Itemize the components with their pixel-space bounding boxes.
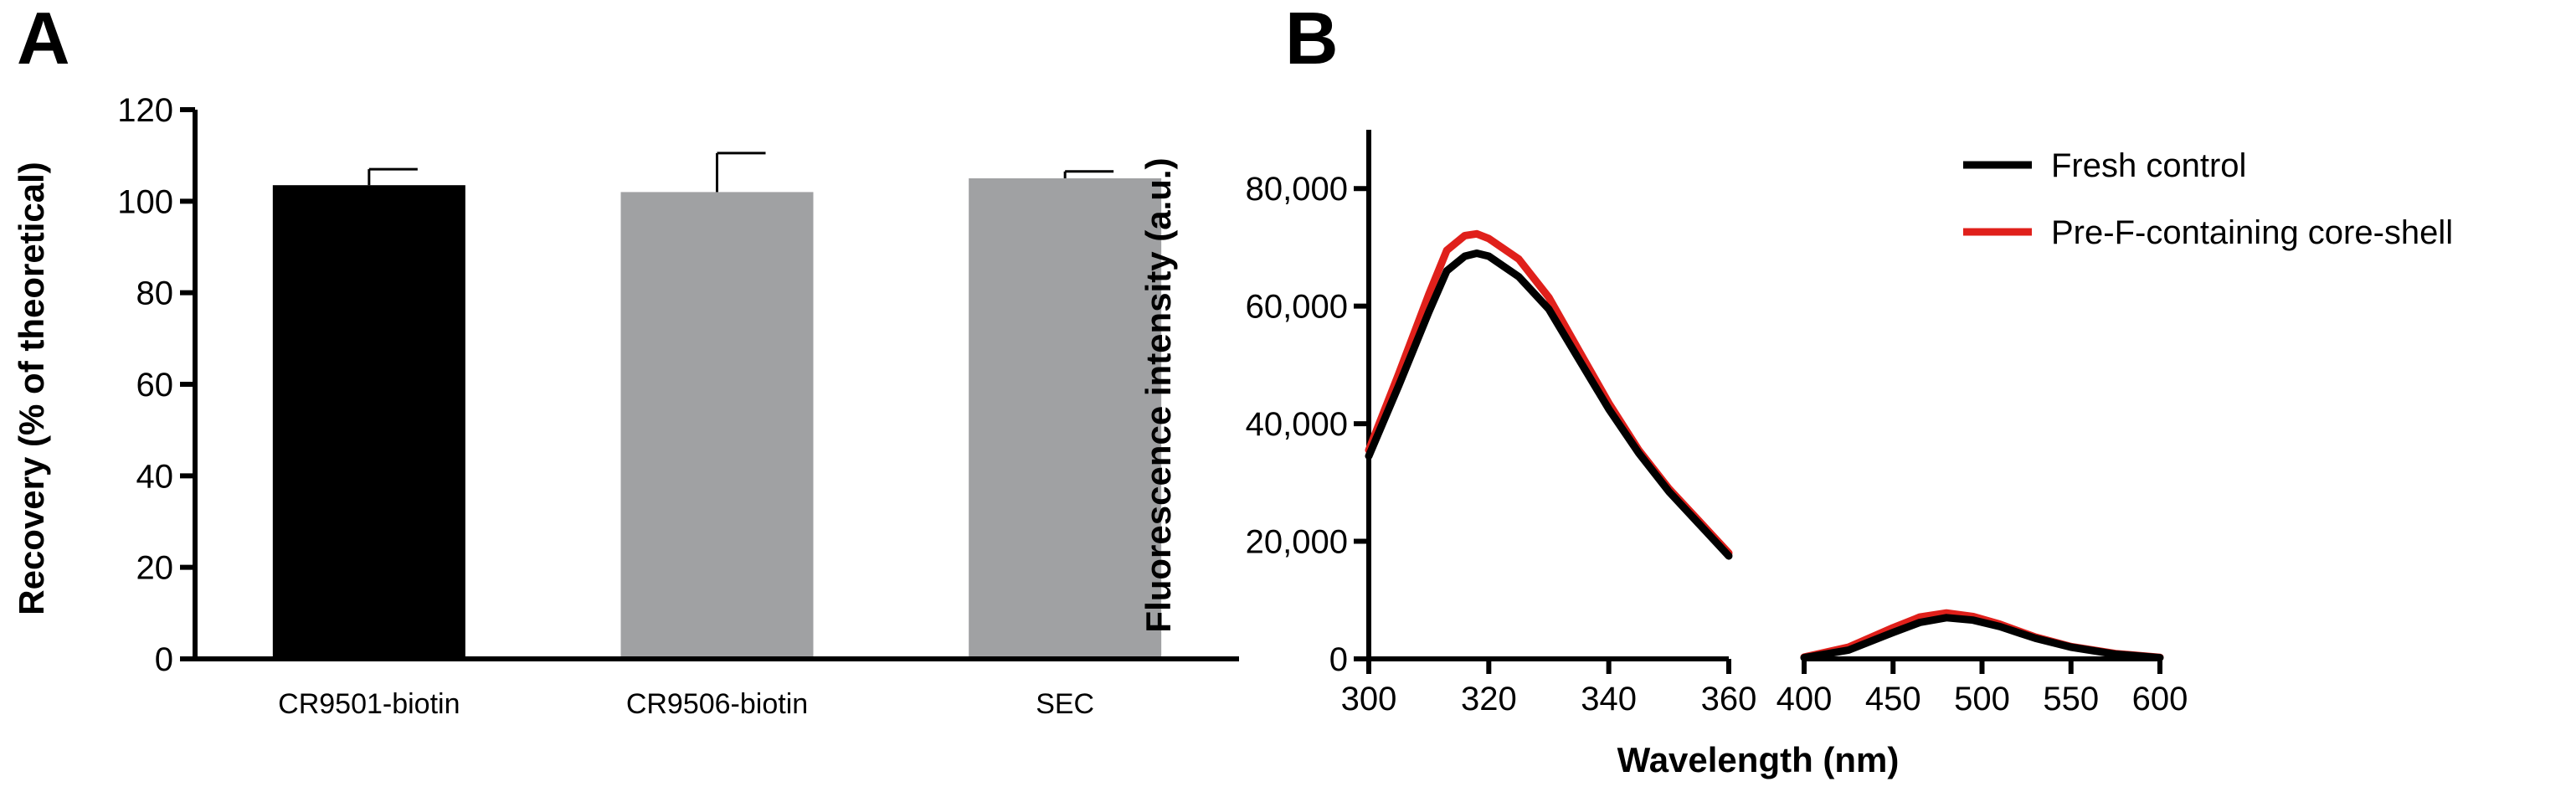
- x-tick-label: 320: [1461, 681, 1517, 717]
- panel-b-legend: Fresh control Pre-F-containing core-shell: [1963, 147, 2453, 251]
- y-tick-label: 40: [136, 458, 174, 495]
- bar-cr9506-biotin: [620, 192, 814, 659]
- x-tick-label: 340: [1581, 681, 1637, 717]
- y-tick-label: 20,000: [1246, 524, 1348, 561]
- x-tick-label: 360: [1701, 681, 1757, 717]
- y-tick-label: 80,000: [1246, 171, 1348, 208]
- series-line-fresh-control: [1800, 614, 2164, 662]
- panel-a-bar-chart: A Recovery (% of theoretical) CR9501-bio…: [12, 0, 1239, 720]
- y-tick-label: 80: [136, 275, 174, 312]
- y-tick-label: 60: [136, 367, 174, 404]
- series-line-fresh-control: [1365, 249, 1733, 560]
- y-tick-label: 60,000: [1246, 289, 1348, 326]
- x-tick-label: 500: [1954, 681, 2010, 717]
- panel-letter-a: A: [17, 0, 70, 80]
- x-tick-label: 300: [1341, 681, 1397, 717]
- y-tick-label: 0: [1329, 641, 1348, 678]
- panel-letter-b: B: [1285, 0, 1339, 80]
- legend-label: Pre-F-containing core-shell: [2051, 214, 2453, 251]
- panel-b-plot-area: 0 20,000 40,000 60,000 80,000 300 320 340 360 400…: [1246, 130, 2188, 717]
- panel-b-x-axis-label: Wavelength (nm): [1617, 740, 1900, 779]
- panel-b-line-chart: B Fluorescence intensity (a.u.) Waveleng…: [1139, 0, 2453, 779]
- y-tick-label: 0: [155, 641, 173, 678]
- category-label: CR9501-biotin: [278, 688, 460, 720]
- bar-sec: [969, 178, 1162, 659]
- y-tick-label: 20: [136, 550, 174, 587]
- x-tick-label: 600: [2132, 681, 2188, 717]
- category-label: CR9506-biotin: [626, 688, 808, 720]
- bar-cr9501-biotin: [272, 185, 465, 659]
- panel-a-y-axis-label: Recovery (% of theoretical): [12, 162, 51, 615]
- panel-a-plot-area: CR9501-biotin CR9506-biotin SEC 0 20 40 60 80 10…: [117, 92, 1239, 720]
- series-line-pre-f-containing-core-shell: [1365, 229, 1733, 558]
- x-tick-label: 450: [1865, 681, 1921, 717]
- x-tick-label: 550: [2043, 681, 2099, 717]
- panel-b-y-axis-label: Fluorescence intensity (a.u.): [1139, 157, 1178, 632]
- legend-label: Fresh control: [2051, 147, 2246, 184]
- y-tick-label: 100: [117, 183, 173, 220]
- category-label: SEC: [1036, 688, 1094, 720]
- x-tick-label: 400: [1776, 681, 1833, 717]
- y-tick-label: 40,000: [1246, 406, 1348, 443]
- y-tick-label: 120: [117, 92, 173, 129]
